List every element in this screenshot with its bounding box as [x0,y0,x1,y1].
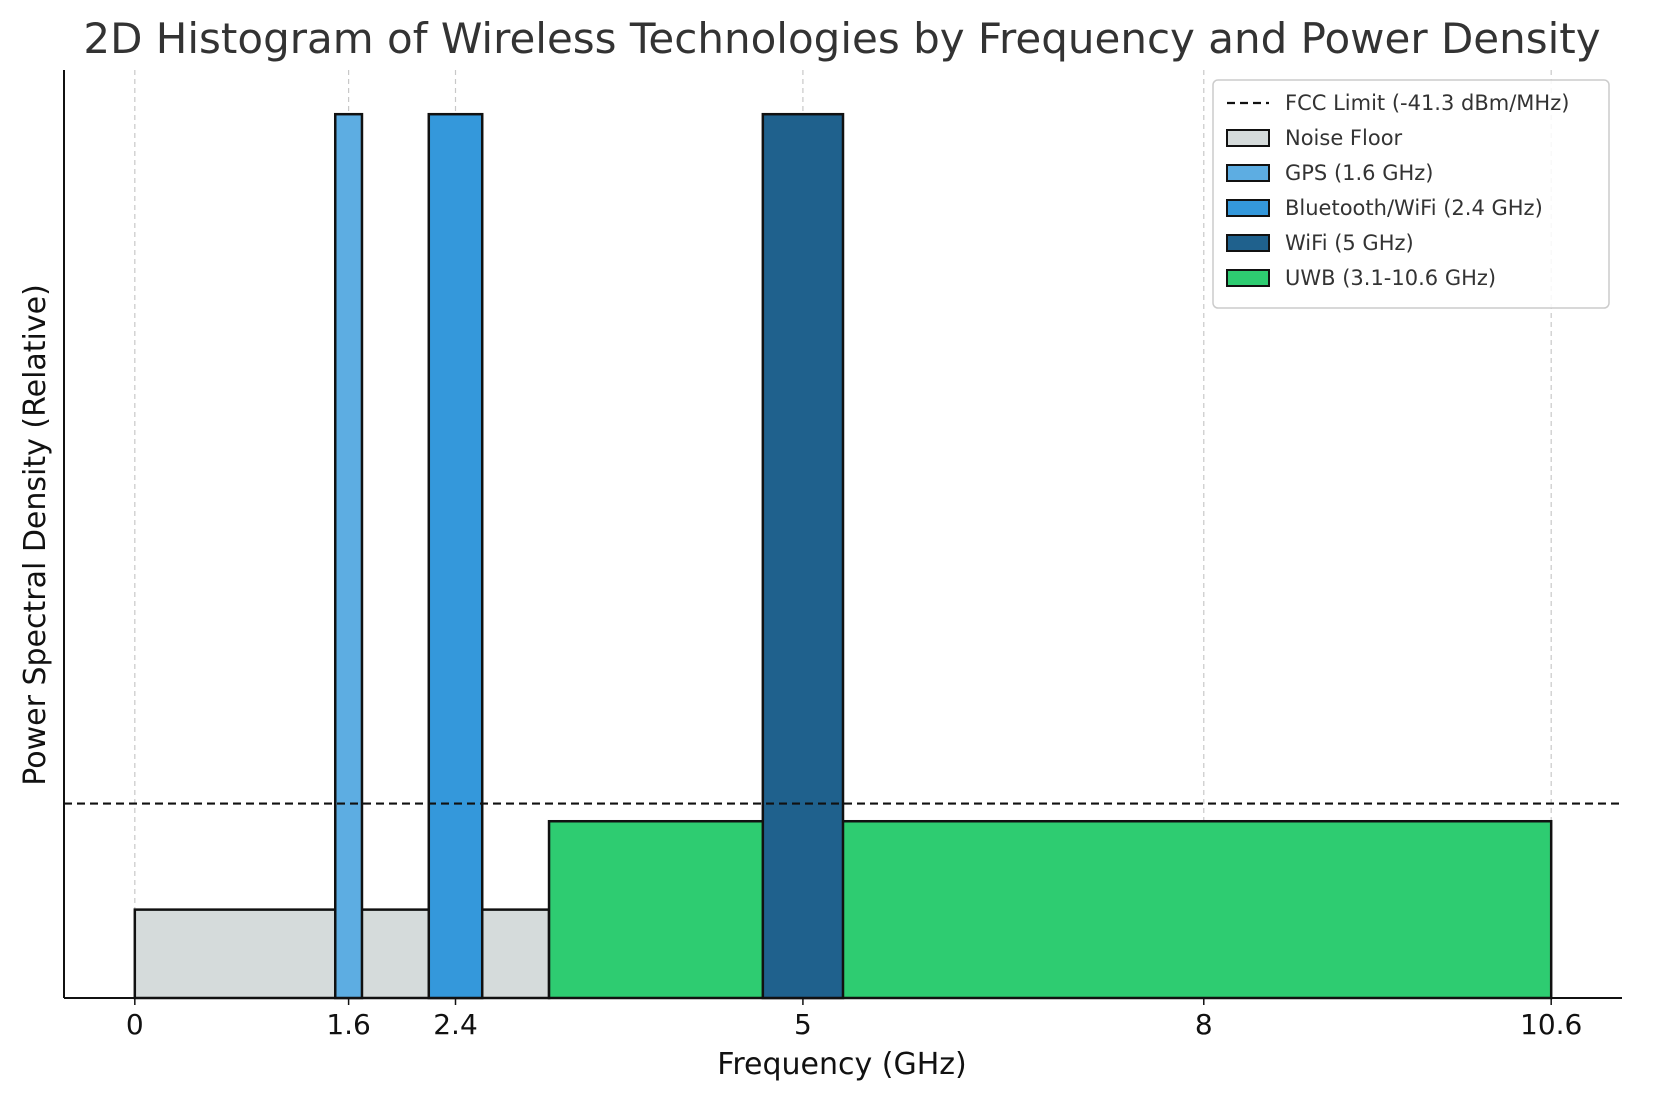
x-tick-labels: 0 1.6 2.4 5 8 10.6 [126,998,1582,1041]
x-tick-label-0: 0 [126,1008,144,1041]
legend-label-gps-1-6-ghz: GPS (1.6 GHz) [1285,161,1434,185]
legend-box [1212,79,1610,309]
legend-swatch-gps-1-6-ghz [1226,164,1270,182]
legend-label-wifi-5-ghz: WiFi (5 GHz) [1285,231,1414,255]
bar-gps-1-6-ghz-0 [333,112,364,1000]
y-axis-label: Power Spectral Density (Relative) [18,284,53,786]
legend-swatch-bluetooth-wifi-2-4-ghz [1226,199,1270,217]
bar-uwb-3-1-10-6-ghz-0 [547,819,1553,1000]
x-tick-label-5: 5 [794,1008,812,1041]
legend-label-fcc-limit-41-3-dbm-mhz: FCC Limit (-41.3 dBm/MHz) [1285,91,1569,115]
legend-label-noise-floor: Noise Floor [1285,126,1403,150]
legend-swatch-noise-floor [1226,129,1270,147]
x-axis-label: Frequency (GHz) [717,1047,966,1082]
bar-wifi-5-ghz-0 [761,112,845,1000]
legend: FCC Limit (-41.3 dBm/MHz) Noise Floor GPS … [1212,79,1610,309]
x-tick-label-1-6: 1.6 [326,1008,371,1041]
x-tick-label-10-6: 10.6 [1520,1008,1582,1041]
chart-title: 2D Histogram of Wireless Technologies by… [83,14,1600,63]
x-tick-label-2-4: 2.4 [433,1008,478,1041]
bar-bluetooth-wifi-2-4-ghz-0 [427,112,484,1000]
x-tick-label-8: 8 [1195,1008,1213,1041]
legend-swatch-uwb-3-1-10-6-ghz [1226,269,1270,287]
legend-label-uwb-3-1-10-6-ghz: UWB (3.1-10.6 GHz) [1285,266,1496,290]
legend-label-bluetooth-wifi-2-4-ghz: Bluetooth/WiFi (2.4 GHz) [1285,196,1543,220]
axes [63,70,1622,999]
legend-swatch-wifi-5-ghz [1226,234,1270,252]
